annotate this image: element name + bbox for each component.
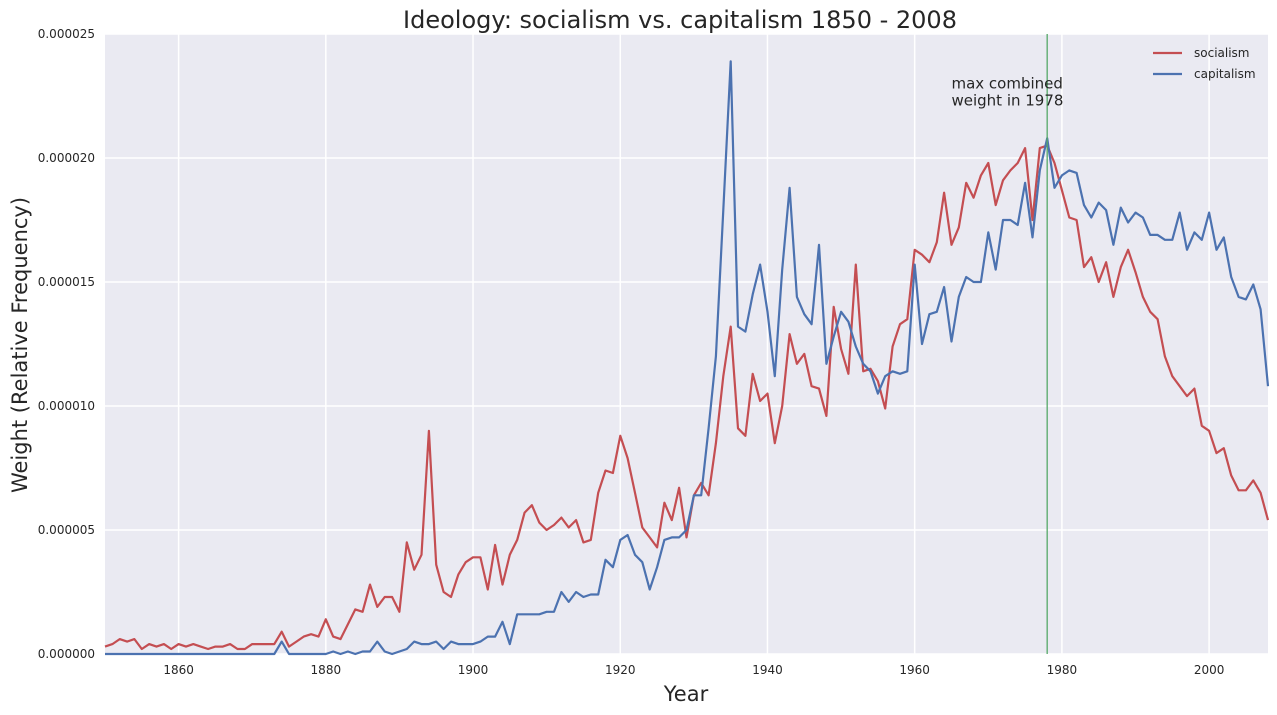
x-tick-label: 1980: [1047, 663, 1078, 677]
y-tick-label: 0.000000: [38, 647, 95, 661]
y-tick-label: 0.000005: [38, 523, 95, 537]
x-tick-label: 1960: [899, 663, 930, 677]
annotation-line-1: max combined: [951, 75, 1062, 93]
x-tick-label: 2000: [1194, 663, 1225, 677]
grid-lines: [105, 33, 1268, 655]
legend-label-socialism: socialism: [1194, 46, 1250, 60]
x-tick-label: 1900: [458, 663, 489, 677]
y-tick-label: 0.000025: [38, 27, 95, 41]
series-lines: [104, 60, 1270, 656]
x-tick-label: 1920: [605, 663, 636, 677]
legend: socialism capitalism: [1153, 46, 1256, 81]
tick-labels: 1860 1880 1900 1920 1940 1960 1980 2000 0.000000…: [38, 27, 1225, 677]
plot-area: [105, 34, 1268, 654]
legend-label-capitalism: capitalism: [1194, 67, 1256, 81]
series-line-capitalism: [105, 60, 1270, 656]
annotation-line-2: weight in 1978: [951, 92, 1063, 110]
y-tick-label: 0.000015: [38, 275, 95, 289]
y-axis-label: Weight (Relative Frequency): [8, 197, 32, 493]
y-tick-label: 0.000010: [38, 399, 95, 413]
chart-title: Ideology: socialism vs. capitalism 1850 …: [403, 6, 957, 34]
series-line-socialism: [104, 144, 1270, 651]
x-tick-label: 1940: [752, 663, 783, 677]
x-tick-label: 1880: [311, 663, 342, 677]
y-tick-label: 0.000020: [38, 151, 95, 165]
x-tick-label: 1860: [163, 663, 194, 677]
x-axis-label: Year: [663, 682, 709, 706]
